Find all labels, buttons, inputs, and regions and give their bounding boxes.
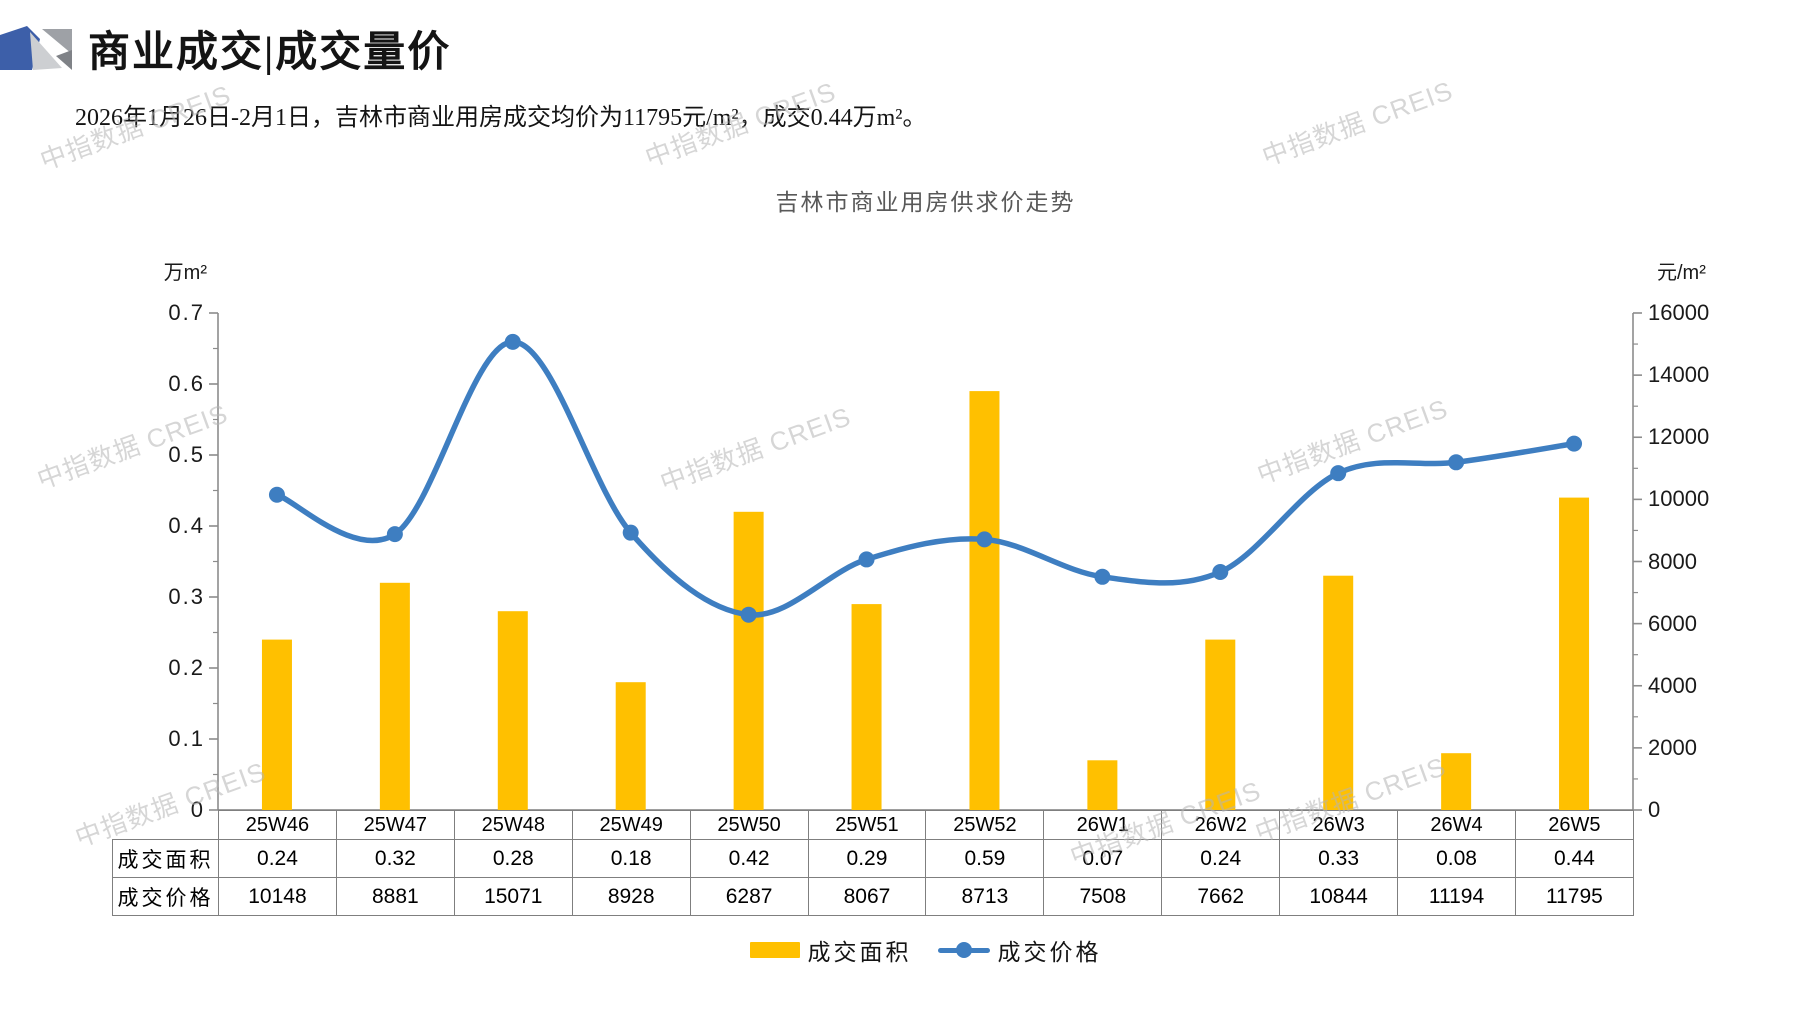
right-axis-tick-label: 12000: [1648, 424, 1710, 450]
legend-item-price: 成交价格: [937, 933, 1102, 967]
table-cell-25W49-r0: 0.18: [571, 839, 691, 878]
left-axis-tick-label: 0.1: [168, 726, 205, 751]
bar-25W52: [969, 391, 1000, 810]
table-cell-26W5-r1: 11795: [1514, 877, 1634, 916]
right-axis-tick-label: 16000: [1648, 300, 1710, 325]
category-cell-26W1: 26W1: [1043, 810, 1163, 840]
category-cell-26W4: 26W4: [1397, 810, 1516, 840]
table-cell-26W1-r1: 7508: [1043, 877, 1163, 916]
table-cell-25W51-r0: 0.29: [807, 839, 927, 878]
left-axis-tick-label: 0.3: [168, 584, 205, 609]
category-cell-25W46: 25W46: [218, 810, 337, 840]
price-point-25W51: [858, 551, 875, 568]
left-axis-tick-label: 0.6: [168, 371, 205, 396]
category-cell-25W49: 25W49: [571, 810, 691, 840]
chart-legend: 成交面积 成交价格: [218, 933, 1633, 967]
table-cell-26W5-r0: 0.44: [1514, 839, 1634, 878]
creis-logo-icon: [0, 26, 72, 70]
table-cell-25W51-r1: 8067: [807, 877, 927, 916]
table-cell-26W3-r0: 0.33: [1279, 839, 1399, 878]
summary-text: 2026年1月26日-2月1日，吉林市商业用房成交均价为11795元/m²，成交…: [75, 105, 927, 131]
price-line: [274, 339, 1577, 618]
page-title: 商业成交|成交量价: [88, 30, 452, 76]
price-point-25W48: [504, 333, 521, 350]
right-axis-tick-label: 8000: [1648, 548, 1697, 574]
bar-25W49: [615, 682, 646, 810]
table-cell-25W47-r0: 0.32: [335, 839, 455, 878]
area-series-swatch: [749, 942, 800, 958]
left-axis-tick-label: 0.2: [168, 655, 205, 680]
price-series-swatch: [937, 942, 990, 958]
bar-26W3: [1323, 575, 1354, 810]
price-point-25W46: [268, 486, 285, 503]
category-cell-26W3: 26W3: [1279, 810, 1399, 840]
price-point-26W1: [1094, 568, 1111, 585]
bar-26W2: [1205, 639, 1236, 810]
bar-26W4: [1441, 753, 1472, 810]
bar-25W46: [261, 639, 292, 810]
price-point-25W49: [622, 524, 639, 541]
price-point-25W47: [386, 526, 403, 543]
left-axis-tick-label: 0.7: [168, 300, 205, 325]
bar-26W5: [1559, 497, 1590, 810]
chart-data-table: 25W46 25W47 25W48 25W49 25W50 25W51 25W52 26W1 2…: [112, 810, 1634, 916]
table-row-header: 成交面积: [112, 839, 219, 878]
category-cell-25W51: 25W51: [807, 810, 927, 840]
left-axis-tick-label: 0: [190, 797, 205, 822]
category-cell-25W52: 25W52: [925, 810, 1045, 840]
table-cell-25W48-r0: 0.28: [453, 839, 573, 878]
right-axis-tick-label: 6000: [1648, 610, 1697, 636]
right-axis-tick-label: 14000: [1648, 362, 1710, 388]
table-row-header: 成交价格: [112, 877, 219, 916]
right-axis-tick-label: 0: [1648, 797, 1661, 822]
left-axis-tick-label: 0.5: [168, 442, 205, 467]
table-cell-26W3-r1: 10844: [1279, 877, 1399, 916]
table-cell-25W47-r1: 8881: [335, 877, 455, 916]
table-corner-blank: [113, 811, 219, 840]
table-cell-25W48-r1: 15071: [453, 877, 573, 916]
bar-25W48: [497, 611, 528, 810]
category-cell-26W2: 26W2: [1161, 810, 1281, 840]
price-point-26W3: [1330, 465, 1347, 482]
chart-title: 吉林市商业用房供求价走势: [775, 190, 1076, 215]
price-point-26W2: [1212, 563, 1229, 580]
table-cell-26W2-r1: 7662: [1161, 877, 1281, 916]
table-cell-25W52-r0: 0.59: [925, 839, 1045, 878]
bar-25W51: [851, 604, 882, 810]
right-axis-tick-label: 10000: [1648, 486, 1710, 512]
price-point-26W5: [1566, 435, 1583, 452]
table-cell-26W1-r0: 0.07: [1043, 839, 1163, 878]
right-axis-unit: 元/m²: [1657, 262, 1706, 284]
bar-25W50: [733, 511, 764, 810]
table-cell-26W4-r1: 11194: [1397, 877, 1516, 916]
right-axis-tick-label: 2000: [1648, 734, 1697, 760]
price-point-25W52: [976, 531, 993, 548]
right-axis-tick-label: 4000: [1648, 672, 1697, 698]
legend-item-area: 成交面积: [749, 933, 912, 967]
table-cell-25W49-r1: 8928: [571, 877, 691, 916]
table-cell-25W46-r1: 10148: [218, 877, 337, 916]
table-cell-25W52-r1: 8713: [925, 877, 1045, 916]
price-point-26W4: [1448, 454, 1465, 471]
left-axis-tick-label: 0.4: [168, 513, 205, 538]
table-cell-25W50-r1: 6287: [689, 877, 809, 916]
category-cell-26W5: 26W5: [1514, 810, 1634, 840]
category-cell-25W47: 25W47: [335, 810, 455, 840]
left-axis-unit: 万m²: [163, 262, 207, 284]
category-cell-25W48: 25W48: [453, 810, 573, 840]
table-cell-25W50-r0: 0.42: [689, 839, 809, 878]
bar-26W1: [1087, 760, 1118, 810]
legend-label-price: 成交价格: [997, 940, 1102, 965]
table-cell-25W46-r0: 0.24: [218, 839, 337, 878]
category-cell-25W50: 25W50: [689, 810, 809, 840]
table-cell-26W2-r0: 0.24: [1161, 839, 1281, 878]
table-cell-26W4-r0: 0.08: [1397, 839, 1516, 878]
legend-label-area: 成交面积: [807, 940, 912, 965]
price-point-25W50: [740, 606, 757, 623]
bar-25W47: [379, 582, 410, 810]
